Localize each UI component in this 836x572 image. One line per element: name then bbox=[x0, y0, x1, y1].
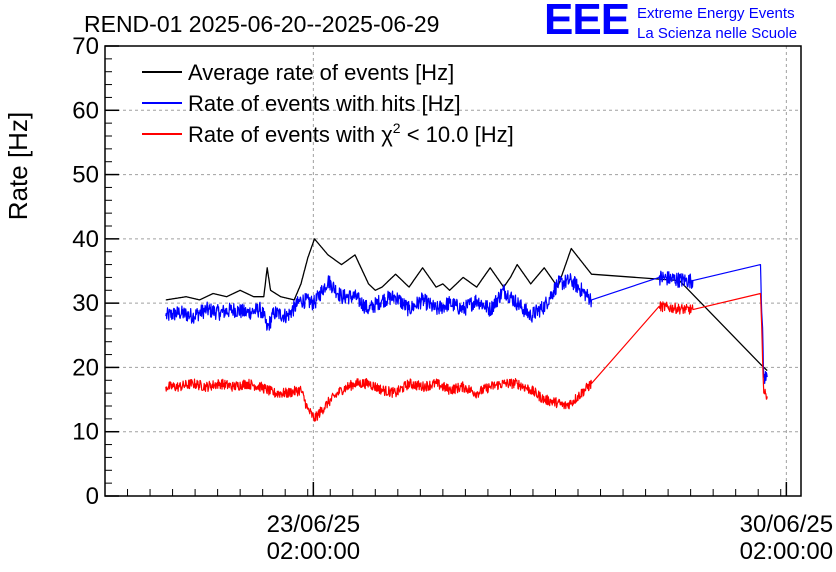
y-tick-label: 60 bbox=[72, 97, 99, 124]
x-tick-date: 23/06/25 bbox=[267, 511, 360, 538]
logo-line-2: La Scienza nelle Scuole bbox=[637, 25, 798, 42]
legend-label-average: Average rate of events [Hz] bbox=[188, 60, 454, 85]
y-tick-label: 30 bbox=[72, 290, 99, 317]
x-tick-time: 02:00:00 bbox=[740, 538, 833, 565]
x-tick-date: 30/06/25 bbox=[740, 511, 833, 538]
y-tick-label: 40 bbox=[72, 226, 99, 253]
axes: 01020304050607023/06/2502:00:0030/06/250… bbox=[72, 33, 833, 565]
legend-label-hits: Rate of events with hits [Hz] bbox=[188, 91, 461, 116]
logo-line-1: Extreme Energy Events bbox=[637, 5, 795, 22]
y-tick-label: 50 bbox=[72, 162, 99, 189]
series-line-average bbox=[165, 238, 768, 372]
y-tick-label: 0 bbox=[86, 483, 99, 510]
legend-label-chi2: Rate of events with χ2 < 10.0 [Hz] bbox=[188, 120, 514, 147]
series-line-hits bbox=[165, 264, 768, 385]
grid-lines bbox=[105, 46, 801, 496]
y-tick-label: 10 bbox=[72, 419, 99, 446]
eee-logo: EEE Extreme Energy Events La Scienza nel… bbox=[544, 0, 834, 46]
series-line-chi2 bbox=[165, 292, 768, 422]
y-axis-label: Rate [Hz] bbox=[3, 112, 33, 220]
plot-frame bbox=[104, 45, 802, 497]
x-tick-time: 02:00:00 bbox=[267, 538, 360, 565]
chart-title: REND-01 2025-06-20--2025-06-29 bbox=[84, 11, 439, 37]
y-tick-label: 70 bbox=[72, 33, 99, 60]
y-tick-label: 20 bbox=[72, 354, 99, 381]
eee-logo-mark: EEE bbox=[544, 0, 630, 44]
series-layer bbox=[165, 238, 768, 422]
legend: Average rate of events [Hz] Rate of even… bbox=[142, 60, 514, 147]
